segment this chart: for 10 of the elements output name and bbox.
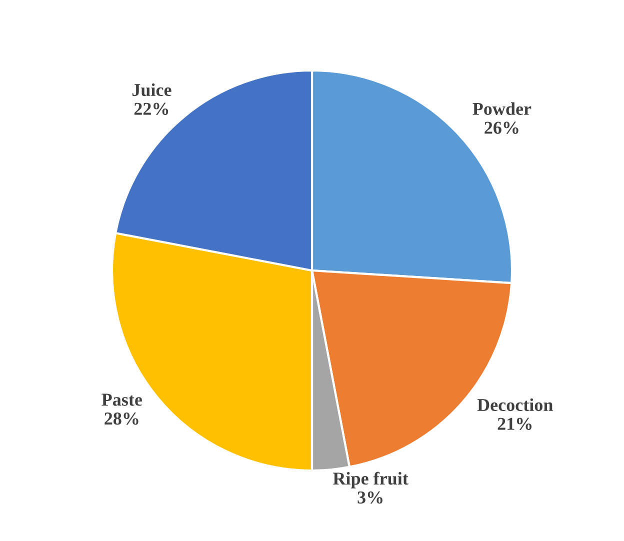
slice-label: Paste [102,394,142,406]
slice-label: Juice [132,83,172,96]
data-label: 28% [104,412,138,425]
data-label: 26% [484,122,518,134]
slice-label: Decoction [477,398,553,412]
slice-label: Powder [472,102,532,115]
data-label: 3% [358,491,382,504]
slice-label: Ripe fruit [333,472,408,488]
data-label: 22% [134,102,168,116]
data-label: 21% [498,418,532,430]
